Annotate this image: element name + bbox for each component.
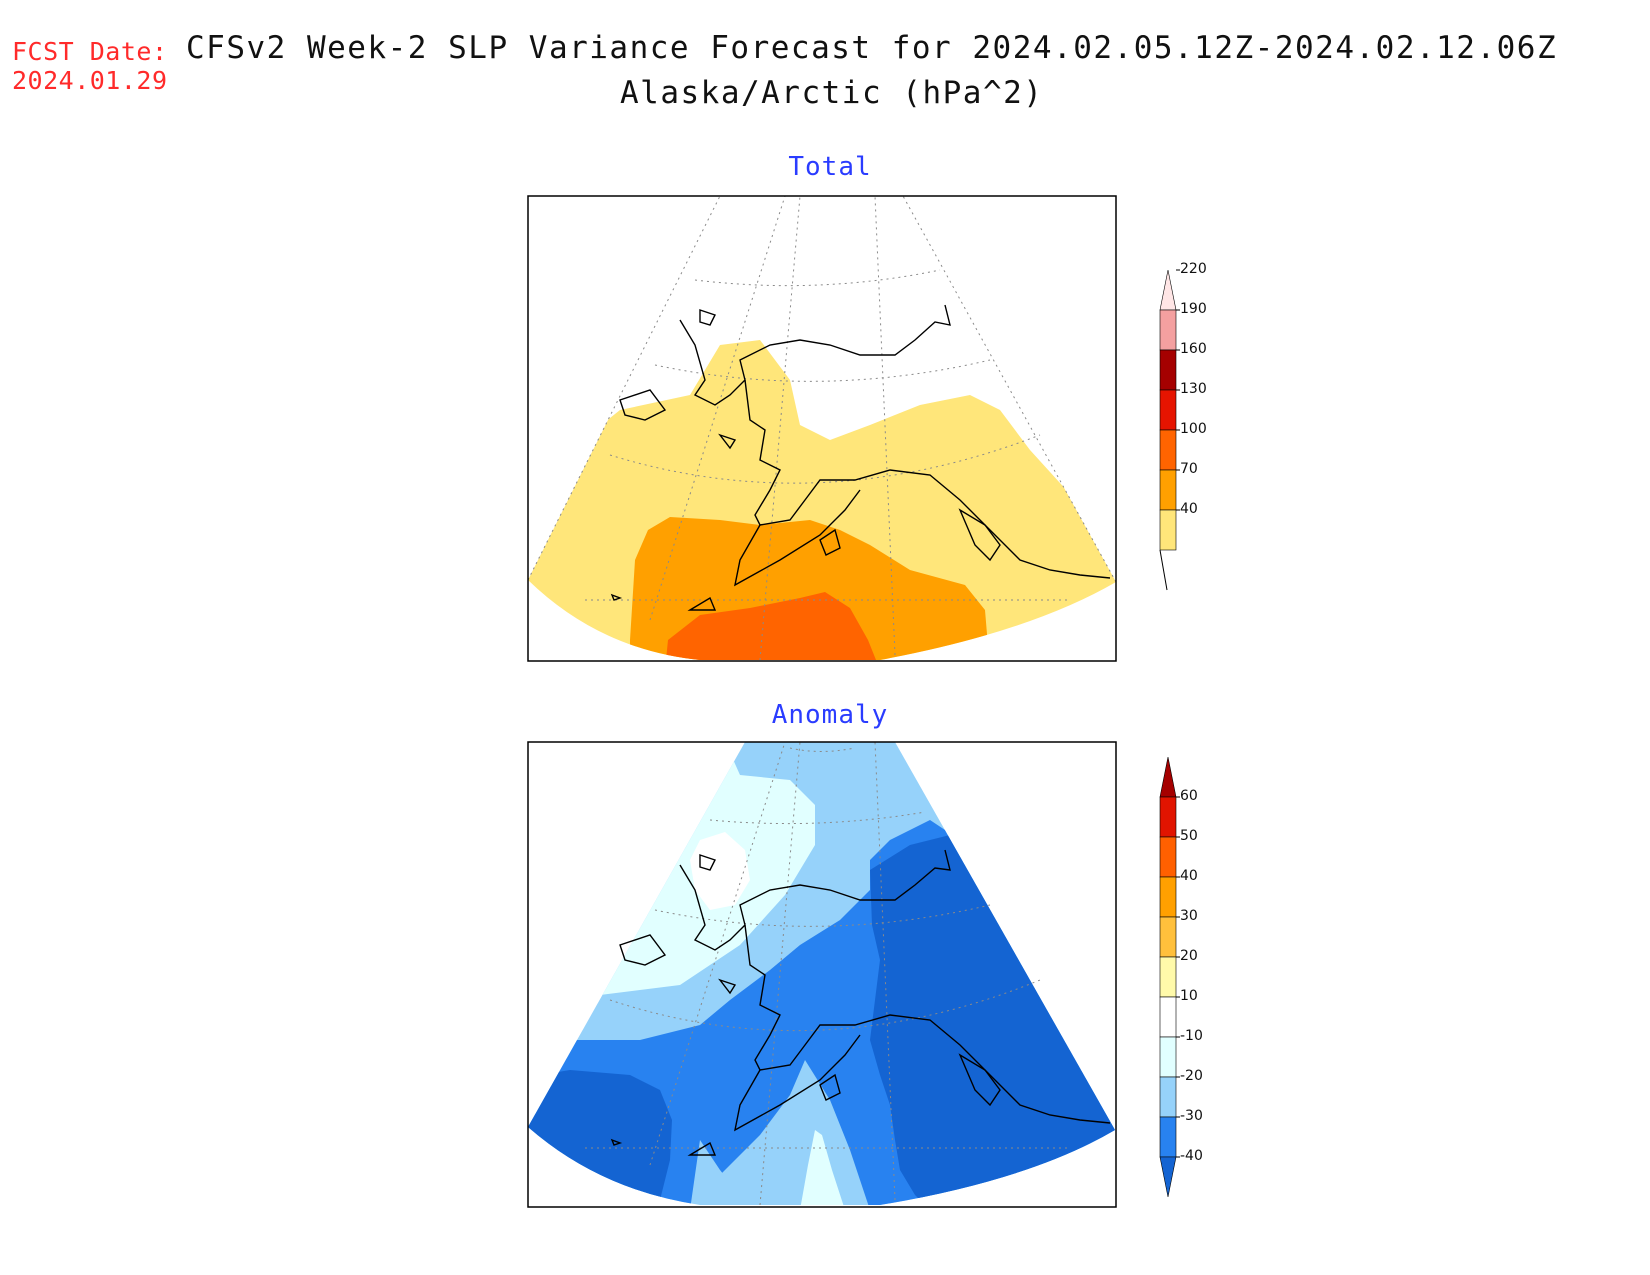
colorbar-swatch: [1159, 1116, 1177, 1158]
anomaly-graticule: [585, 741, 1070, 1206]
colorbar-swatch: [1159, 469, 1177, 511]
colorbar-label: -10: [1180, 1028, 1203, 1044]
colorbar-label: 20: [1180, 948, 1198, 964]
anomaly-frame: [527, 741, 1117, 1208]
colorbar-label: 10: [1180, 988, 1198, 1004]
total-fill-layer: [528, 340, 1116, 660]
colorbar-swatch: [1159, 876, 1177, 918]
colorbar-label: 130: [1180, 381, 1207, 397]
total-colorbar: [1159, 269, 1180, 591]
colorbar-swatch: [1159, 916, 1177, 958]
colorbar-swatch: [1159, 836, 1177, 878]
colorbar-label: 100: [1180, 421, 1207, 437]
colorbar-label: 50: [1180, 828, 1198, 844]
colorbar-swatch: [1159, 756, 1177, 798]
colorbar-swatch: [1159, 309, 1177, 351]
colorbar-label: 30: [1180, 908, 1198, 924]
colorbar-label: 70: [1180, 461, 1198, 477]
map-title: CFSv2 Week-2 SLP Variance Forecast for 2…: [186, 30, 1558, 66]
total-contour-100: [665, 592, 880, 660]
anomaly-coastline: [610, 849, 1111, 1156]
colorbar-label: 220: [1180, 261, 1207, 277]
anomaly-contour-minus10-tongue: [800, 1130, 845, 1205]
colorbar-label: 40: [1180, 501, 1198, 517]
colorbar-swatch: [1159, 389, 1177, 431]
colorbar-swatch: [1159, 429, 1177, 471]
fcst-date-value: 2024.01.29: [12, 66, 168, 95]
anomaly-colorbar: [1159, 756, 1180, 1198]
fcst-date-label: FCST Date:: [12, 37, 168, 66]
total-frame: [527, 195, 1117, 662]
total-coastline: [610, 304, 1111, 611]
colorbar-label: -40: [1180, 1148, 1203, 1164]
colorbar-swatch: [1159, 796, 1177, 838]
colorbar-swatch: [1159, 269, 1177, 311]
anomaly-contour-white: [690, 832, 750, 910]
map-subtitle: Alaska/Arctic (hPa^2): [620, 75, 1044, 111]
panel-title-total: Total: [788, 152, 872, 182]
colorbar-swatch: [1159, 996, 1177, 1038]
colorbar-label: -20: [1180, 1068, 1203, 1084]
colorbar-swatch: [1159, 349, 1177, 391]
anomaly-panel: [527, 741, 1117, 1208]
colorbar-label: 60: [1180, 788, 1198, 804]
total-panel: [527, 195, 1117, 662]
colorbar-label: 160: [1180, 341, 1207, 357]
colorbar-swatch: [1159, 1036, 1177, 1078]
total-graticule: [527, 195, 1117, 661]
colorbar-label: 40: [1180, 868, 1198, 884]
colorbar-swatch: [1159, 956, 1177, 998]
panel-title-anomaly: Anomaly: [771, 700, 889, 730]
colorbar-swatch: [1159, 509, 1177, 551]
colorbar-label: 190: [1180, 301, 1207, 317]
colorbar-swatch: [1159, 1156, 1177, 1198]
colorbar-label: -30: [1180, 1108, 1203, 1124]
colorbar-swatch: [1159, 1076, 1177, 1118]
